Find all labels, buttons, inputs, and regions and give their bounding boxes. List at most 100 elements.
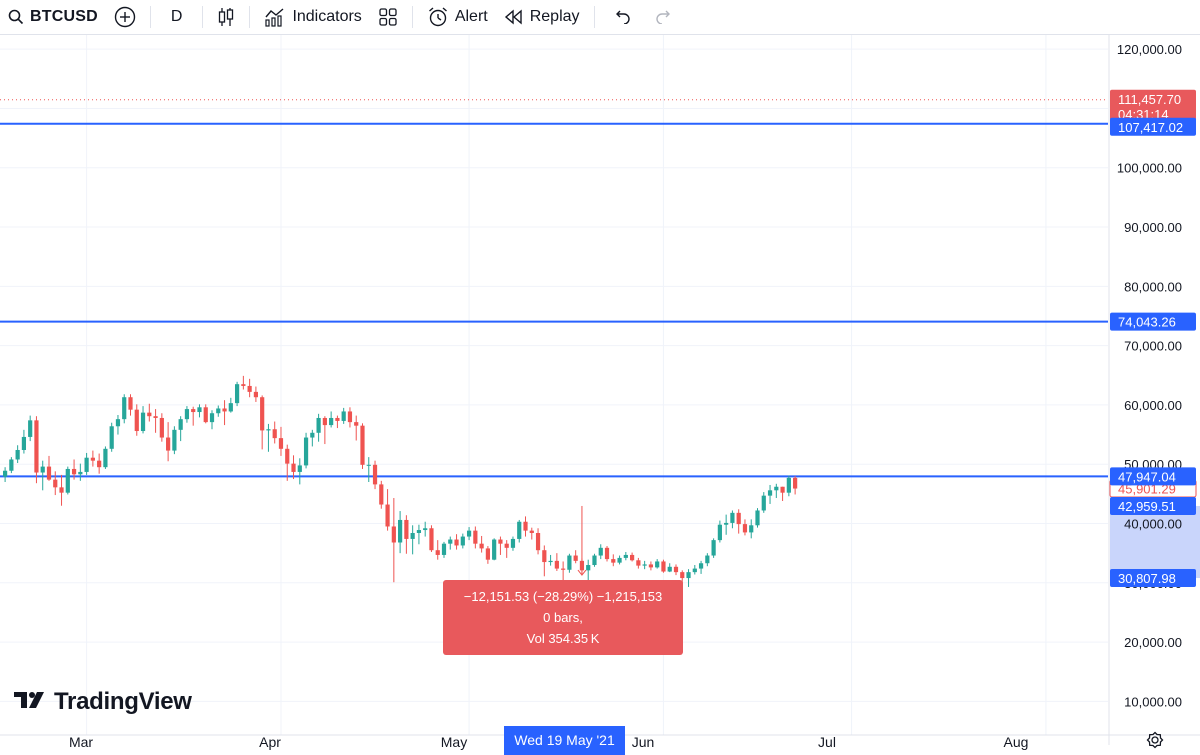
candle-body[interactable] xyxy=(786,477,791,493)
candle-body[interactable] xyxy=(140,412,146,432)
candle-body[interactable] xyxy=(203,407,208,423)
candle-body[interactable] xyxy=(592,555,597,566)
candle-body[interactable] xyxy=(730,512,735,523)
candle-body[interactable] xyxy=(636,560,641,566)
candle-body[interactable] xyxy=(749,525,754,533)
candle-body[interactable] xyxy=(429,528,434,551)
candle-body[interactable] xyxy=(197,407,202,413)
candle-body[interactable] xyxy=(454,539,459,546)
candle-body[interactable] xyxy=(548,560,553,563)
candle-body[interactable] xyxy=(191,409,196,413)
candle-body[interactable] xyxy=(655,561,660,568)
candle-body[interactable] xyxy=(209,413,215,423)
candle-body[interactable] xyxy=(172,429,177,451)
candle-body[interactable] xyxy=(322,417,327,426)
candle-body[interactable] xyxy=(667,566,672,572)
candle-body[interactable] xyxy=(705,555,710,564)
candle-body[interactable] xyxy=(504,543,509,548)
undo-button[interactable] xyxy=(601,0,643,34)
candle-body[interactable] xyxy=(423,528,428,531)
candle-body[interactable] xyxy=(266,429,271,431)
chart-type-button[interactable] xyxy=(209,0,243,34)
candle-body[interactable] xyxy=(329,417,334,426)
candle-body[interactable] xyxy=(310,432,315,438)
candle-body[interactable] xyxy=(604,547,610,560)
candle-body[interactable] xyxy=(410,533,415,539)
candle-body[interactable] xyxy=(523,521,528,531)
candle-body[interactable] xyxy=(109,426,114,449)
candle-body[interactable] xyxy=(673,566,679,573)
candle-body[interactable] xyxy=(247,385,252,392)
candle-body[interactable] xyxy=(335,417,340,421)
candle-body[interactable] xyxy=(698,563,704,569)
candle-body[interactable] xyxy=(128,397,133,410)
candle-body[interactable] xyxy=(617,557,622,563)
tradingview-logo[interactable]: TradingView xyxy=(14,688,192,716)
candle-body[interactable] xyxy=(184,409,190,420)
candle-body[interactable] xyxy=(84,457,89,472)
candle-body[interactable] xyxy=(241,384,246,386)
candle-body[interactable] xyxy=(71,468,77,475)
candle-body[interactable] xyxy=(780,486,785,493)
candle-body[interactable] xyxy=(561,568,566,570)
candle-body[interactable] xyxy=(78,471,83,475)
candle-body[interactable] xyxy=(793,477,798,489)
candle-body[interactable] xyxy=(630,554,635,561)
candle-body[interactable] xyxy=(492,539,497,560)
candle-body[interactable] xyxy=(385,504,390,527)
indicators-button[interactable]: Indicators xyxy=(256,0,369,34)
alert-button[interactable]: Alert xyxy=(419,0,496,34)
candle-body[interactable] xyxy=(529,530,534,534)
candle-body[interactable] xyxy=(103,448,108,468)
candle-body[interactable] xyxy=(755,510,760,526)
candle-body[interactable] xyxy=(692,568,697,573)
candle-body[interactable] xyxy=(178,419,183,430)
candle-body[interactable] xyxy=(65,468,70,493)
candle-body[interactable] xyxy=(598,547,603,556)
candle-body[interactable] xyxy=(761,495,766,511)
candle-body[interactable] xyxy=(498,539,503,544)
symbol-search-button[interactable]: BTCUSD xyxy=(0,0,106,34)
candle-body[interactable] xyxy=(59,487,64,493)
candle-body[interactable] xyxy=(253,391,258,398)
candle-body[interactable] xyxy=(441,543,447,555)
candle-body[interactable] xyxy=(648,564,654,568)
candle-body[interactable] xyxy=(435,550,440,555)
candle-body[interactable] xyxy=(535,533,541,551)
candle-body[interactable] xyxy=(15,449,20,460)
candle-body[interactable] xyxy=(611,559,616,563)
candle-body[interactable] xyxy=(767,490,773,496)
candle-body[interactable] xyxy=(623,554,628,558)
redo-button[interactable] xyxy=(643,0,685,34)
candle-body[interactable] xyxy=(736,512,741,525)
candle-body[interactable] xyxy=(485,548,490,560)
candle-body[interactable] xyxy=(510,538,516,548)
candle-body[interactable] xyxy=(272,429,277,439)
candle-body[interactable] xyxy=(416,530,422,534)
candle-body[interactable] xyxy=(166,437,171,451)
interval-button[interactable]: D xyxy=(157,0,197,34)
candle-body[interactable] xyxy=(372,464,378,485)
candle-body[interactable] xyxy=(222,408,227,412)
candle-body[interactable] xyxy=(122,397,127,420)
candle-body[interactable] xyxy=(724,522,729,525)
candle-body[interactable] xyxy=(260,397,265,431)
candle-body[interactable] xyxy=(3,470,8,477)
candle-body[interactable] xyxy=(404,519,409,539)
candle-body[interactable] xyxy=(46,466,52,480)
candle-body[interactable] xyxy=(473,530,478,544)
candle-body[interactable] xyxy=(278,438,284,449)
candle-body[interactable] xyxy=(360,425,365,465)
candle-body[interactable] xyxy=(448,539,453,544)
candle-body[interactable] xyxy=(153,416,158,418)
candle-body[interactable] xyxy=(554,560,559,569)
candle-body[interactable] xyxy=(774,486,779,491)
candle-body[interactable] xyxy=(90,457,95,461)
chart-settings-button[interactable] xyxy=(1146,731,1164,754)
candle-body[interactable] xyxy=(285,448,290,464)
candle-body[interactable] xyxy=(316,417,321,433)
candle-body[interactable] xyxy=(21,436,27,450)
candle-body[interactable] xyxy=(234,384,240,404)
candle-body[interactable] xyxy=(159,417,164,438)
candle-body[interactable] xyxy=(686,572,691,579)
